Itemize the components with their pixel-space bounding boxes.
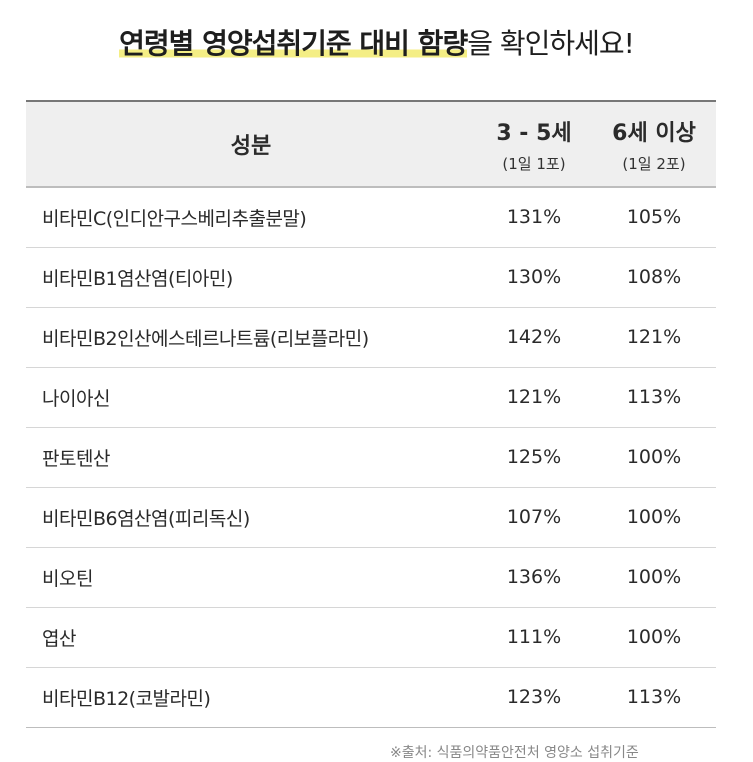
- header-age-3-5-label: 3 - 5세: [496, 120, 572, 146]
- table-row: 비타민B12(코발라민) 123% 113%: [26, 666, 716, 728]
- ingredient-name: 엽산: [26, 606, 476, 667]
- header-age-6-plus-label: 6세 이상: [612, 120, 696, 146]
- value-age-6-plus: 113%: [592, 666, 716, 728]
- value-age-6-plus: 100%: [592, 426, 716, 487]
- table-row: 비오틴 136% 100%: [26, 546, 716, 607]
- value-age-6-plus: 100%: [592, 606, 716, 667]
- nutrient-table: 성분 3 - 5세 (1일 1포) 6세 이상 (1일 2포) 비타민C(인디안…: [26, 100, 716, 728]
- table-row: 판토텐산 125% 100%: [26, 426, 716, 487]
- header-age-6-plus-dose: (1일 2포): [622, 154, 686, 173]
- value-age-3-5: 123%: [476, 666, 592, 728]
- page-title: 연령별 영양섭취기준 대비 함량을 확인하세요!: [119, 22, 635, 62]
- value-age-3-5: 130%: [476, 246, 592, 307]
- table-row: 비타민B1염산염(티아민) 130% 108%: [26, 246, 716, 307]
- value-age-6-plus: 121%: [592, 306, 716, 367]
- header-ingredient: 성분: [26, 101, 476, 188]
- table-row: 나이아신 121% 113%: [26, 366, 716, 427]
- value-age-3-5: 111%: [476, 606, 592, 667]
- table-row: 비타민C(인디안구스베리추출분말) 131% 105%: [26, 187, 716, 247]
- header-age-3-5: 3 - 5세 (1일 1포): [476, 101, 592, 188]
- table-row: 비타민B6염산염(피리독신) 107% 100%: [26, 486, 716, 547]
- ingredient-name: 비오틴: [26, 546, 476, 607]
- source-footnote: ※출처: 식품의약품안전처 영양소 섭취기준: [390, 745, 639, 761]
- value-age-6-plus: 108%: [592, 246, 716, 307]
- table-row: 비타민B2인산에스테르나트륨(리보플라민) 142% 121%: [26, 306, 716, 367]
- title-area: 연령별 영양섭취기준 대비 함량을 확인하세요!: [0, 22, 753, 62]
- ingredient-name: 비타민B1염산염(티아민): [26, 246, 476, 307]
- value-age-3-5: 107%: [476, 486, 592, 547]
- table-body: 비타민C(인디안구스베리추출분말) 131% 105% 비타민B1염산염(티아민…: [26, 187, 716, 728]
- title-rest: 을 확인하세요!: [467, 27, 635, 60]
- ingredient-name: 비타민B2인산에스테르나트륨(리보플라민): [26, 306, 476, 367]
- ingredient-name: 비타민C(인디안구스베리추출분말): [42, 207, 307, 230]
- ingredient-name: 판토텐산: [26, 426, 476, 487]
- value-age-3-5: 121%: [476, 366, 592, 427]
- ingredient-name: 비타민B12(코발라민): [26, 666, 476, 728]
- header-age-3-5-dose: (1일 1포): [502, 154, 566, 173]
- value-age-6-plus: 105%: [626, 206, 682, 229]
- table-header: 성분 3 - 5세 (1일 1포) 6세 이상 (1일 2포): [26, 101, 716, 188]
- value-age-3-5: 136%: [476, 546, 592, 607]
- header-age-6-plus: 6세 이상 (1일 2포): [592, 101, 716, 188]
- ingredient-name: 나이아신: [26, 366, 476, 427]
- value-age-6-plus: 100%: [592, 546, 716, 607]
- table-row: 엽산 111% 100%: [26, 606, 716, 667]
- value-age-3-5: 131%: [506, 206, 562, 229]
- value-age-6-plus: 100%: [592, 486, 716, 547]
- value-age-6-plus: 113%: [592, 366, 716, 427]
- header-row: 성분 3 - 5세 (1일 1포) 6세 이상 (1일 2포): [26, 101, 716, 188]
- ingredient-name: 비타민B6염산염(피리독신): [26, 486, 476, 547]
- title-highlighted: 연령별 영양섭취기준 대비 함량: [119, 27, 468, 60]
- value-age-3-5: 142%: [476, 306, 592, 367]
- value-age-3-5: 125%: [476, 426, 592, 487]
